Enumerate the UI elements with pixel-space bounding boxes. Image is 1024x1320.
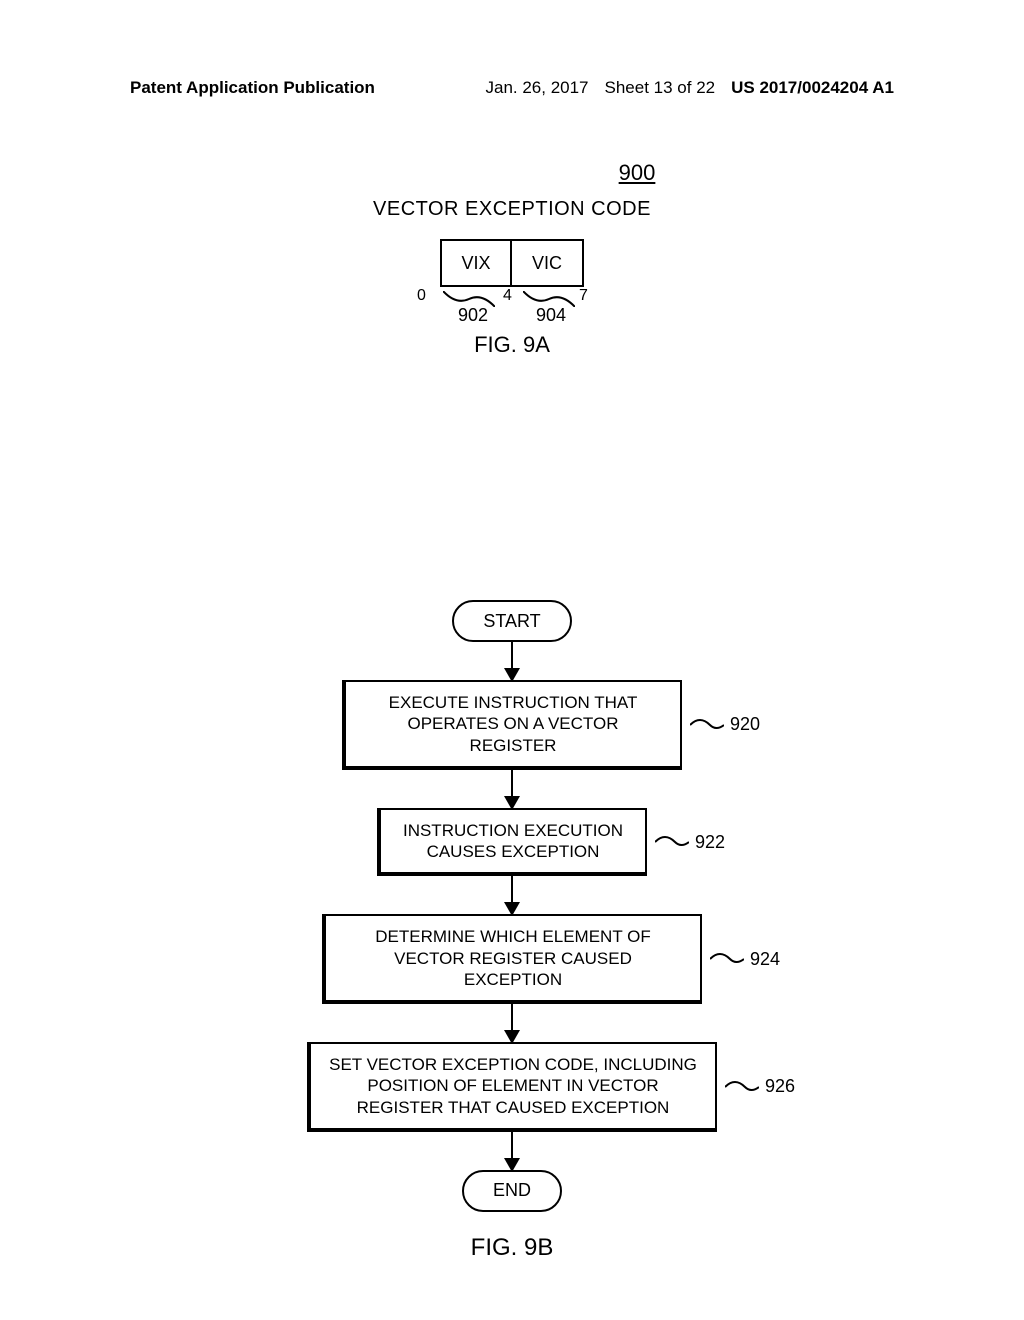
process-924: DETERMINE WHICH ELEMENT OF VECTOR REGIST… bbox=[322, 914, 702, 1004]
step-row: DETERMINE WHICH ELEMENT OF VECTOR REGIST… bbox=[322, 914, 702, 1004]
arrow-icon bbox=[511, 770, 514, 808]
process-926: SET VECTOR EXCEPTION CODE, INCLUDING POS… bbox=[307, 1042, 717, 1132]
arrow-icon bbox=[511, 1132, 514, 1170]
arrow-icon bbox=[511, 642, 514, 680]
pub-number: US 2017/0024204 A1 bbox=[731, 78, 894, 98]
step-row: EXECUTE INSTRUCTION THAT OPERATES ON A V… bbox=[342, 680, 682, 770]
ref-900: 900 bbox=[619, 160, 656, 186]
brace-right-icon bbox=[523, 291, 575, 307]
bit-0: 0 bbox=[417, 287, 426, 305]
process-922-text: INSTRUCTION EXECUTION CAUSES EXCEPTION bbox=[399, 820, 627, 863]
process-926-text: SET VECTOR EXCEPTION CODE, INCLUDING POS… bbox=[329, 1054, 697, 1118]
vix-cell: VIX bbox=[442, 241, 512, 285]
end-terminator: END bbox=[462, 1170, 562, 1212]
bit-4: 4 bbox=[503, 287, 512, 305]
figure-9b-flowchart: START EXECUTE INSTRUCTION THAT OPERATES … bbox=[0, 600, 1024, 1262]
ref-922: 922 bbox=[655, 832, 725, 853]
arrow-icon bbox=[511, 876, 514, 914]
pub-date: Jan. 26, 2017 bbox=[485, 78, 588, 98]
ref-924: 924 bbox=[710, 949, 780, 970]
figure-9a: 900 VECTOR EXCEPTION CODE VIX VIC 0 4 7 … bbox=[0, 160, 1024, 358]
page-header: Patent Application Publication Jan. 26, … bbox=[0, 78, 1024, 98]
start-terminator: START bbox=[452, 600, 572, 642]
ref-920: 920 bbox=[690, 714, 760, 735]
vic-cell: VIC bbox=[512, 241, 582, 285]
vector-exception-title: VECTOR EXCEPTION CODE bbox=[0, 198, 1024, 221]
end-label: END bbox=[493, 1180, 531, 1201]
process-924-text: DETERMINE WHICH ELEMENT OF VECTOR REGIST… bbox=[344, 926, 682, 990]
header-right: Jan. 26, 2017 Sheet 13 of 22 US 2017/002… bbox=[485, 78, 894, 98]
process-920-text: EXECUTE INSTRUCTION THAT OPERATES ON A V… bbox=[364, 692, 662, 756]
step-row: SET VECTOR EXCEPTION CODE, INCLUDING POS… bbox=[307, 1042, 717, 1132]
arrow-icon bbox=[511, 1004, 514, 1042]
vix-vic-box: VIX VIC bbox=[0, 239, 1024, 287]
brace-left-icon bbox=[443, 291, 495, 307]
step-row: INSTRUCTION EXECUTION CAUSES EXCEPTION 9… bbox=[377, 808, 647, 877]
start-label: START bbox=[483, 611, 540, 632]
fig-9b-label: FIG. 9B bbox=[471, 1234, 554, 1262]
process-922: INSTRUCTION EXECUTION CAUSES EXCEPTION bbox=[377, 808, 647, 877]
ref-926: 926 bbox=[725, 1076, 795, 1097]
pub-label: Patent Application Publication bbox=[130, 78, 375, 98]
process-920: EXECUTE INSTRUCTION THAT OPERATES ON A V… bbox=[342, 680, 682, 770]
fig-9a-label: FIG. 9A bbox=[0, 332, 1024, 358]
bit-7: 7 bbox=[579, 287, 588, 305]
sheet-number: Sheet 13 of 22 bbox=[605, 78, 716, 98]
